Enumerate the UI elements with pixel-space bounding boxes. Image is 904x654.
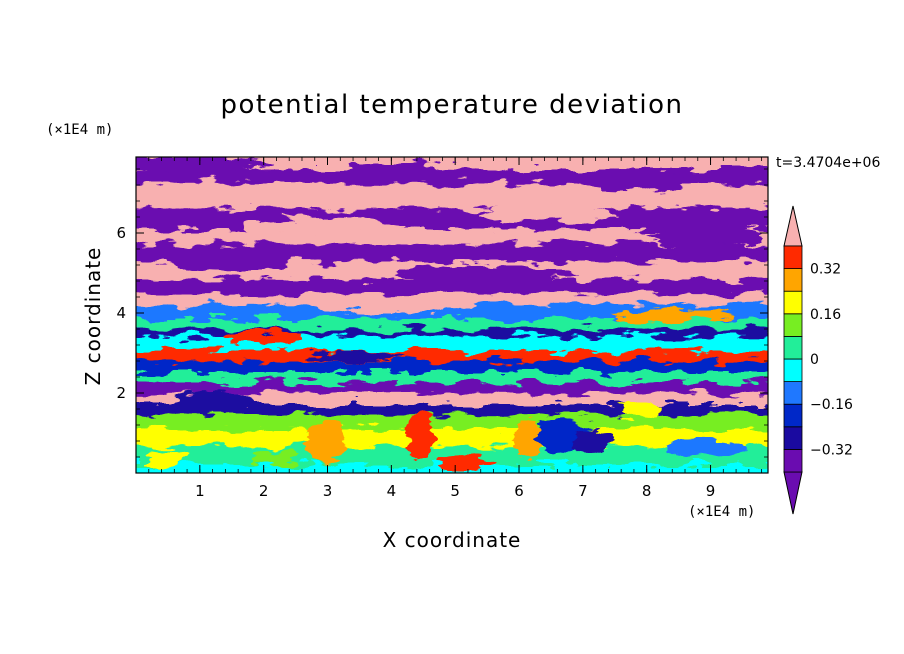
field-blob xyxy=(245,217,406,236)
colorbar-segment xyxy=(783,313,803,337)
colorbar-under-arrow xyxy=(783,471,803,515)
colorbar-segment xyxy=(783,335,803,360)
x-tick-label: 6 xyxy=(514,482,524,500)
field-band xyxy=(136,428,768,448)
field-blob xyxy=(222,331,303,344)
field-band xyxy=(136,382,768,395)
x-tick-label: 8 xyxy=(642,482,652,500)
field-band xyxy=(136,279,768,295)
field-blob xyxy=(307,351,408,362)
x-tick-label: 7 xyxy=(578,482,588,500)
colorbar-tick-label: 0 xyxy=(810,352,819,368)
field-blob xyxy=(613,309,734,321)
x-tick-label: 5 xyxy=(450,482,460,500)
field-band xyxy=(136,414,768,430)
x-tick-label: 1 xyxy=(195,482,205,500)
y-unit-label: (×1E4 m) xyxy=(46,122,113,138)
field-band xyxy=(136,293,768,306)
chart-title: potential temperature deviation xyxy=(221,90,684,120)
x-tick-label: 9 xyxy=(706,482,716,500)
x-tick-label: 4 xyxy=(387,482,397,500)
y-axis-label: Z coordinate xyxy=(81,247,105,386)
plot-area xyxy=(136,157,768,473)
x-tick-label: 2 xyxy=(259,482,269,500)
field-band xyxy=(136,304,768,320)
y-tick-label: 4 xyxy=(116,304,126,322)
field-band xyxy=(136,329,768,338)
colorbar-segment xyxy=(783,290,803,315)
colorbar-segment xyxy=(783,426,803,450)
field-blob xyxy=(621,399,662,420)
field-band xyxy=(136,350,768,363)
y-tick-label: 6 xyxy=(116,224,126,242)
colorbar-segment xyxy=(783,381,803,405)
field-blob xyxy=(434,457,495,470)
field-blob xyxy=(476,205,617,222)
colorbar-segment xyxy=(783,403,803,428)
field-blob xyxy=(330,163,511,182)
colorbar-segment xyxy=(783,268,803,292)
field-blob xyxy=(318,298,459,313)
field-blob xyxy=(571,174,712,191)
field-blob xyxy=(171,391,252,416)
colorbar-segment xyxy=(783,448,803,473)
field-blob xyxy=(406,411,435,460)
plot-frame xyxy=(135,156,769,474)
colorbar: 0.32 0.16 0 −0.16 −0.32 xyxy=(783,205,853,515)
field-blob xyxy=(147,449,188,466)
y-axis: 2 4 6 xyxy=(116,168,768,458)
x-axis: 1 2 3 4 5 6 7 8 9 xyxy=(148,157,763,500)
field-blob xyxy=(513,421,542,462)
field-band xyxy=(136,361,768,373)
colorbar-over-arrow xyxy=(783,205,803,247)
field-blob xyxy=(250,449,301,466)
field-blob xyxy=(664,437,745,458)
field-band xyxy=(136,371,768,384)
field-blob xyxy=(573,429,610,454)
field-band xyxy=(136,157,768,171)
field-blob xyxy=(644,227,765,245)
field-band xyxy=(136,243,768,263)
field-blob xyxy=(136,157,270,172)
colorbar-tick-label: 0.32 xyxy=(810,262,841,278)
contour-field xyxy=(136,157,768,473)
x-tick-label: 3 xyxy=(323,482,333,500)
colorbar-tick-label: −0.32 xyxy=(810,442,853,458)
field-blob xyxy=(518,340,639,353)
x-unit-label: (×1E4 m) xyxy=(688,504,755,520)
y-tick-label: 2 xyxy=(116,384,126,402)
colorbar-tick-label: 0.16 xyxy=(810,307,841,323)
field-band xyxy=(136,336,768,352)
field-band xyxy=(136,318,768,331)
x-axis-label: X coordinate xyxy=(383,528,522,552)
field-blob xyxy=(170,253,291,270)
field-band xyxy=(136,208,768,231)
colorbar-segment xyxy=(783,358,803,383)
field-blob xyxy=(393,265,574,282)
colorbar-segment xyxy=(783,245,803,270)
time-label: t=3.4704e+06 xyxy=(776,155,880,171)
field-band xyxy=(136,404,768,416)
field-band xyxy=(136,393,768,405)
colorbar-tick-label: −0.16 xyxy=(810,397,853,413)
field-blob xyxy=(305,419,346,464)
